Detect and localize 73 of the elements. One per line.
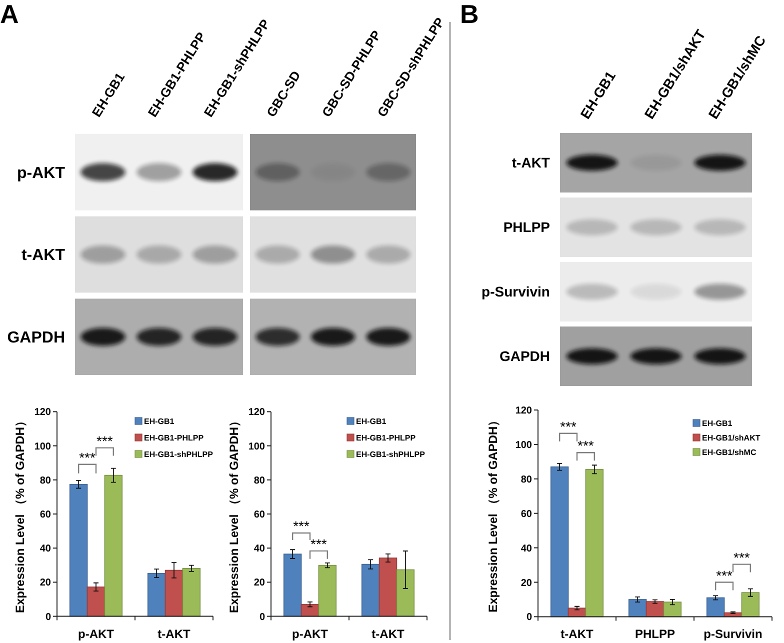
y-tick-label: 100 [34, 441, 52, 452]
bar [585, 469, 604, 618]
annotation: *** [96, 432, 114, 449]
text: B [460, 0, 479, 29]
y-tick-label: 100 [248, 441, 266, 452]
y-tick-label: 80 [254, 475, 266, 486]
legend-label: EH-GB1 [144, 416, 175, 426]
x-tick-label: t-AKT [372, 627, 405, 641]
y-tick-label: 120 [515, 406, 532, 416]
bar [104, 474, 123, 617]
category-label: GAPDH [499, 348, 550, 364]
annotation: *** [716, 567, 734, 584]
y-tick-label: 100 [515, 440, 532, 451]
category-label: t-AKT [512, 154, 550, 171]
bar [182, 568, 201, 617]
y-tick-label: 40 [40, 544, 52, 555]
legend-label: EH-GB1 [702, 418, 733, 428]
y-tick-label: 60 [254, 510, 266, 520]
bar [378, 558, 398, 617]
x-tick-label: PHLPP [634, 627, 676, 641]
x-tick-label: t-AKT [560, 627, 594, 641]
category-label: PHLPP [503, 219, 550, 236]
bar [550, 466, 569, 618]
y-tick-label: 20 [254, 578, 266, 589]
category-label: p-Survivin [482, 284, 550, 300]
bar [741, 592, 760, 618]
x-tick-label: p-Survivin [704, 627, 762, 641]
annotation: *** [310, 536, 328, 552]
y-tick-label: 40 [520, 543, 532, 554]
annotation: *** [293, 518, 310, 534]
bar [361, 564, 380, 617]
bar [69, 484, 88, 617]
y-axis-title: Expression Level （% of GAPDH） [227, 414, 242, 614]
annotation: *** [734, 549, 750, 566]
bar [86, 586, 106, 617]
y-tick-label: 80 [520, 474, 532, 486]
bar [318, 564, 337, 617]
y-tick-label: 120 [248, 407, 266, 418]
annotation: *** [79, 449, 96, 466]
category-label: GAPDH [7, 329, 65, 346]
y-tick-label: 20 [520, 578, 532, 589]
bar [396, 569, 415, 617]
y-tick-label: 0 [526, 612, 532, 624]
x-tick-label: p-AKT [292, 627, 329, 641]
legend-label: EH-GB1-PHLPP [144, 433, 204, 442]
bar [706, 597, 725, 618]
category-label: t-AKT [21, 247, 65, 264]
annotation: *** [578, 438, 594, 454]
x-tick-label: p-AKT [78, 627, 115, 641]
y-tick-label: 60 [520, 508, 532, 520]
bar [663, 602, 682, 618]
y-tick-label: 60 [40, 510, 52, 520]
category-label: p-AKT [17, 164, 65, 182]
legend-label: EH-GB1/shAKT [702, 433, 760, 442]
y-tick-label: 40 [254, 544, 266, 555]
legend-label: EH-GB1-PHLPP [356, 433, 416, 442]
y-tick-label: 120 [34, 407, 52, 418]
y-tick-label: 0 [259, 612, 266, 623]
y-axis-title: Expression Level （% of GAPDH） [486, 414, 500, 612]
y-axis-title: Expression Level （% of GAPDH） [13, 414, 28, 614]
x-tick-label: t-AKT [158, 627, 191, 641]
y-tick-label: 20 [40, 578, 52, 589]
legend-label: EH-GB1-shPHLPP [144, 450, 214, 459]
legend-label: EH-GB1/shMC [702, 448, 756, 457]
bar [283, 554, 302, 617]
y-tick-label: 0 [45, 612, 52, 623]
legend-label: EH-GB1 [356, 416, 387, 426]
bar [147, 572, 166, 617]
annotation: *** [560, 418, 578, 434]
legend-label: EH-GB1-shPHLPP [356, 450, 426, 459]
text: A [0, 0, 19, 29]
y-tick-label: 80 [40, 475, 52, 486]
bar [164, 570, 184, 617]
